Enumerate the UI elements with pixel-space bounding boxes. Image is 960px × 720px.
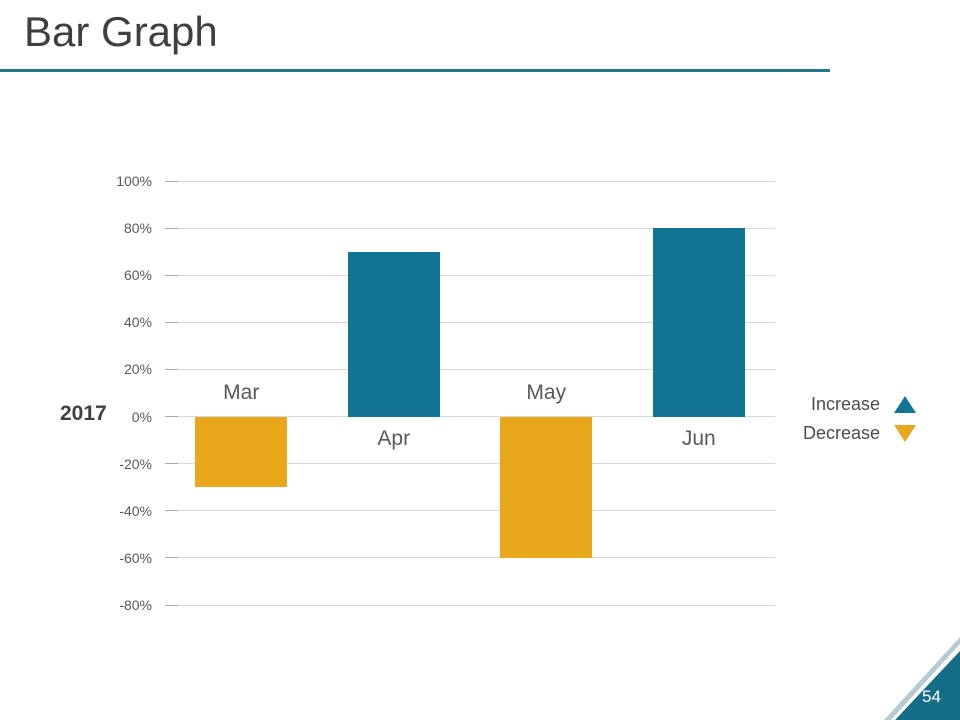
title-divider: [0, 69, 830, 72]
gridline: [165, 416, 775, 418]
bar-mar: [195, 416, 288, 488]
legend-item-increase: Increase: [772, 391, 916, 417]
y-tick-label: -80%: [119, 597, 152, 613]
triangle-down-icon: [894, 424, 916, 442]
y-axis-tick: [165, 463, 178, 465]
bar-apr: [347, 251, 440, 417]
category-label-mar: Mar: [223, 380, 260, 404]
corner-stripe: [884, 637, 960, 720]
y-tick-label: 80%: [123, 220, 152, 237]
y-axis-tick: [165, 416, 178, 418]
bar-may: [500, 416, 593, 558]
gridline: [165, 180, 775, 182]
gridline: [165, 510, 775, 512]
page-number: 54: [922, 687, 941, 706]
y-tick-label: -60%: [119, 549, 152, 566]
gridline: [165, 368, 775, 370]
y-axis-tick: [165, 274, 178, 276]
category-label-may: May: [526, 380, 567, 404]
gridline: [165, 321, 775, 323]
y-axis-tick: [165, 227, 178, 229]
corner-triangle: [895, 651, 960, 720]
y-tick-label: 100%: [116, 173, 152, 189]
y-axis-tick: [165, 321, 178, 323]
bar-jun: [652, 228, 745, 417]
y-tick-label: 0%: [131, 408, 152, 425]
y-axis-tick: [165, 180, 178, 182]
legend-label-increase: Increase: [810, 393, 880, 414]
category-label-apr: Apr: [377, 426, 411, 450]
gridline: [165, 274, 775, 276]
legend-label-decrease: Decrease: [802, 422, 880, 443]
category-label-jun: Jun: [681, 426, 716, 450]
y-axis-tick: [165, 368, 178, 370]
gridline: [165, 227, 775, 229]
y-tick-label: 20%: [123, 361, 152, 378]
year-label: 2017: [60, 402, 107, 425]
gridline: [165, 463, 775, 465]
gridline: [165, 604, 775, 606]
y-tick-label: -20%: [119, 455, 152, 472]
triangle-up-icon: [894, 395, 916, 413]
y-axis-tick: [165, 510, 178, 512]
corner-decoration: 54: [884, 637, 960, 720]
y-axis-tick: [165, 557, 178, 559]
page-title: Bar Graph: [24, 8, 218, 55]
y-tick-label: -40%: [119, 502, 152, 519]
y-tick-label: 40%: [123, 314, 152, 331]
legend: Increase Decrease: [772, 391, 916, 449]
y-tick-label: 60%: [123, 267, 152, 284]
y-axis-tick: [165, 604, 178, 606]
legend-item-decrease: Decrease: [772, 420, 916, 446]
gridline: [165, 557, 775, 559]
